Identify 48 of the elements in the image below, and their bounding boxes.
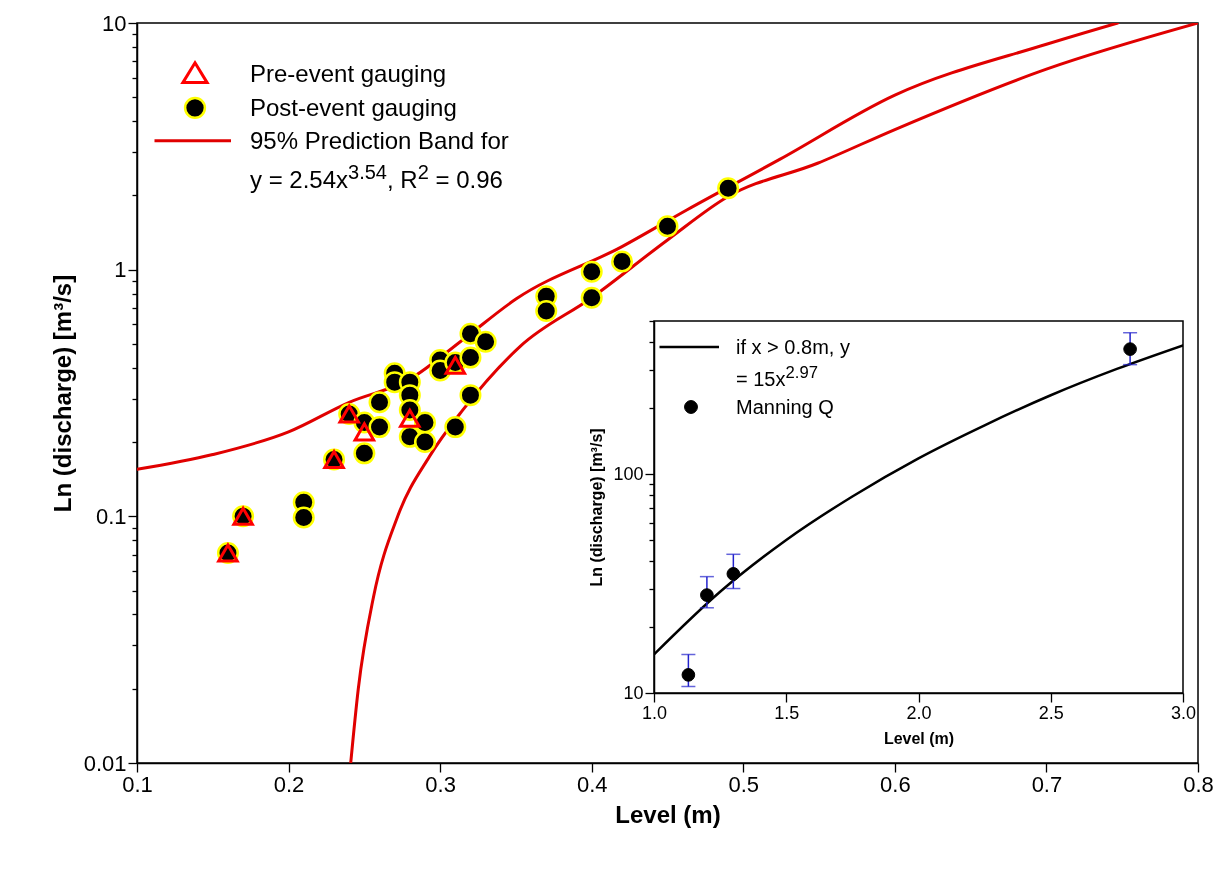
- point: [474, 330, 497, 353]
- point: [368, 391, 391, 414]
- x-axis-title: Level (m): [883, 729, 955, 747]
- point: [399, 408, 421, 428]
- point: [580, 286, 603, 309]
- point: [353, 422, 376, 442]
- point: [700, 588, 714, 602]
- x-tick-label: 1.5: [774, 702, 800, 723]
- y-tick-label: 1: [114, 257, 127, 283]
- x-tick-label: 2.0: [906, 702, 932, 723]
- y-tick-label: 0.1: [95, 503, 127, 529]
- x-tick-label: 0.3: [425, 771, 456, 797]
- point: [459, 322, 482, 345]
- x-tick-label: 1.0: [641, 702, 668, 723]
- point: [611, 250, 634, 273]
- x-tick-label: 3.0: [1170, 702, 1197, 723]
- legend-label: Manning Q: [736, 394, 834, 420]
- x-axis-title: Level (m): [615, 800, 721, 828]
- point: [444, 416, 467, 439]
- y-axis-title: Ln (discharge) [m³/s]: [48, 274, 76, 513]
- x-tick-label: 0.6: [880, 771, 911, 797]
- point: [459, 346, 482, 369]
- legend-label: if x > 0.8m, y = 15x$^{2.97}$: [736, 335, 851, 392]
- x-tick-label: 2.5: [1038, 702, 1064, 723]
- y-tick-label: 10: [102, 10, 127, 36]
- point: [681, 668, 696, 682]
- point: [717, 177, 740, 200]
- point: [459, 384, 482, 407]
- point: [1123, 342, 1137, 356]
- y-axis-title: Ln (discharge) [m³/s]: [588, 428, 606, 587]
- x-tick-label: 0.5: [728, 771, 760, 797]
- legend-label: Post-event gauging: [250, 92, 457, 123]
- point: [535, 300, 558, 322]
- legend-label: Pre-event gauging: [250, 59, 447, 89]
- point: [413, 431, 436, 454]
- point: [368, 416, 391, 439]
- point: [353, 442, 376, 465]
- point: [726, 567, 741, 581]
- legend-label: 95% Prediction Band for y = 2.54x$^{3.54}$, R$^{2}$ = 0.96: [250, 126, 510, 195]
- x-tick-label: 0.4: [576, 771, 608, 797]
- point: [292, 506, 315, 529]
- y-tick-label: 10: [623, 682, 644, 703]
- x-tick-label: 0.2: [273, 771, 305, 797]
- x-tick-label: 0.8: [1183, 771, 1214, 797]
- y-tick-label: 100: [613, 463, 644, 484]
- point: [656, 215, 679, 238]
- x-tick-label: 0.7: [1031, 771, 1063, 797]
- point: [580, 260, 603, 283]
